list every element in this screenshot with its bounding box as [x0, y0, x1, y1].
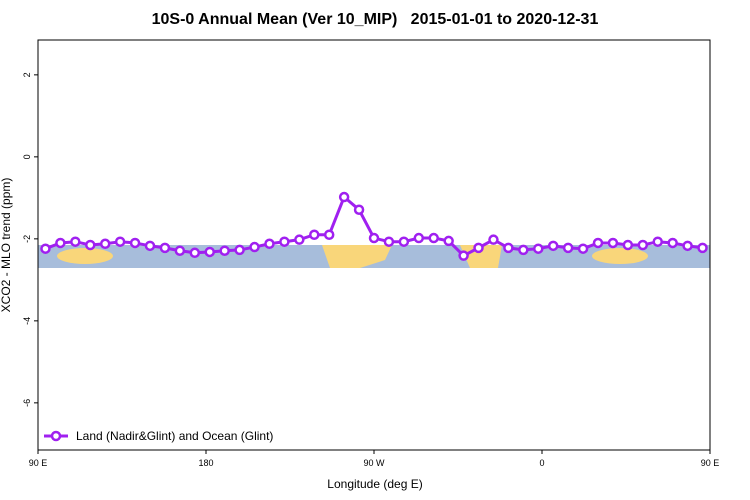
y-axis-label: XCO2 - MLO trend (ppm) [0, 178, 13, 313]
x-tick-label: 90 W [363, 458, 385, 468]
data-point [70, 236, 81, 247]
data-point [682, 240, 693, 252]
data-point [697, 242, 708, 254]
data-point [189, 247, 201, 259]
x-tick-label: 90 E [701, 458, 720, 468]
data-point [637, 239, 649, 251]
data-point [488, 234, 499, 245]
data-point [294, 234, 305, 245]
data-point [503, 242, 514, 254]
data-point [413, 232, 425, 244]
data-point [428, 232, 439, 244]
data-point [40, 243, 51, 254]
data-point [592, 237, 604, 249]
data-point [264, 238, 275, 250]
legend-label: Land (Nadir&Glint) and Ocean (Glint) [76, 429, 273, 443]
data-point [353, 204, 365, 215]
data-point [234, 244, 245, 256]
data-point [279, 236, 290, 247]
y-tick-label: -4 [22, 317, 32, 325]
data-point [338, 191, 350, 203]
data-point [473, 242, 484, 254]
data-point [458, 250, 469, 261]
data-point [323, 229, 335, 240]
data-point [309, 229, 320, 240]
data-point [577, 243, 589, 254]
x-tick-label: 0 [539, 458, 544, 468]
data-point [368, 232, 380, 244]
x-tick-label: 90 E [29, 458, 48, 468]
chart-title: 10S-0 Annual Mean (Ver 10_MIP) 2015-01-0… [152, 11, 599, 28]
data-point [114, 236, 126, 247]
data-point [562, 242, 574, 254]
data-point [607, 237, 619, 249]
data-point [533, 243, 544, 254]
data-point [518, 244, 529, 256]
x-tick-label: 180 [198, 458, 213, 468]
data-point [398, 236, 410, 247]
y-tick-label: 2 [22, 72, 32, 77]
data-point [159, 242, 171, 254]
data-point [85, 239, 96, 251]
data-point [667, 237, 678, 249]
x-axis-label: Longitude (deg E) [327, 477, 422, 491]
data-point [249, 241, 260, 253]
data-point [55, 237, 66, 249]
y-tick-label: 0 [22, 154, 32, 159]
data-point [547, 240, 559, 252]
legend-marker [50, 430, 62, 442]
data-point [174, 245, 186, 256]
map-strip [38, 245, 710, 268]
data-point [99, 238, 111, 250]
data-point [204, 246, 215, 258]
data-point [129, 237, 141, 249]
y-tick-label: -6 [22, 399, 32, 407]
data-point [622, 239, 634, 251]
data-point [219, 245, 230, 256]
y-tick-label: -2 [22, 235, 32, 243]
data-point [383, 236, 395, 247]
data-point [144, 240, 156, 252]
data-point [443, 235, 454, 247]
data-point [652, 236, 663, 247]
